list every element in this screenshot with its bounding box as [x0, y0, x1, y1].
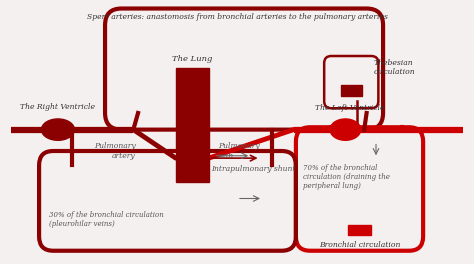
Text: The Right Ventricle: The Right Ventricle — [20, 103, 95, 111]
Text: Sperr arteries: anastomosis from bronchial arteries to the pulmonary arteries: Sperr arteries: anastomosis from bronchi… — [87, 13, 387, 21]
Ellipse shape — [41, 119, 74, 140]
Text: Intrapulmonary shunt: Intrapulmonary shunt — [211, 165, 296, 173]
Text: 70% of the bronchial
circulation (draining the
peripheral lung): 70% of the bronchial circulation (draini… — [303, 164, 390, 190]
FancyBboxPatch shape — [348, 225, 371, 235]
Ellipse shape — [330, 119, 361, 140]
Text: Bronchial circulation: Bronchial circulation — [319, 241, 400, 249]
Text: The Lung: The Lung — [172, 55, 212, 63]
Text: 30% of the bronchial circulation
(pleurohilar veins): 30% of the bronchial circulation (pleuro… — [48, 211, 163, 228]
Text: Pulmonary
artery: Pulmonary artery — [94, 142, 136, 160]
Text: Pulmonary
vein: Pulmonary vein — [218, 142, 260, 160]
Text: The Left Ventricle: The Left Ventricle — [315, 103, 385, 112]
FancyBboxPatch shape — [341, 84, 362, 96]
Text: Thebesian
circulation: Thebesian circulation — [374, 59, 415, 77]
FancyBboxPatch shape — [176, 68, 209, 182]
